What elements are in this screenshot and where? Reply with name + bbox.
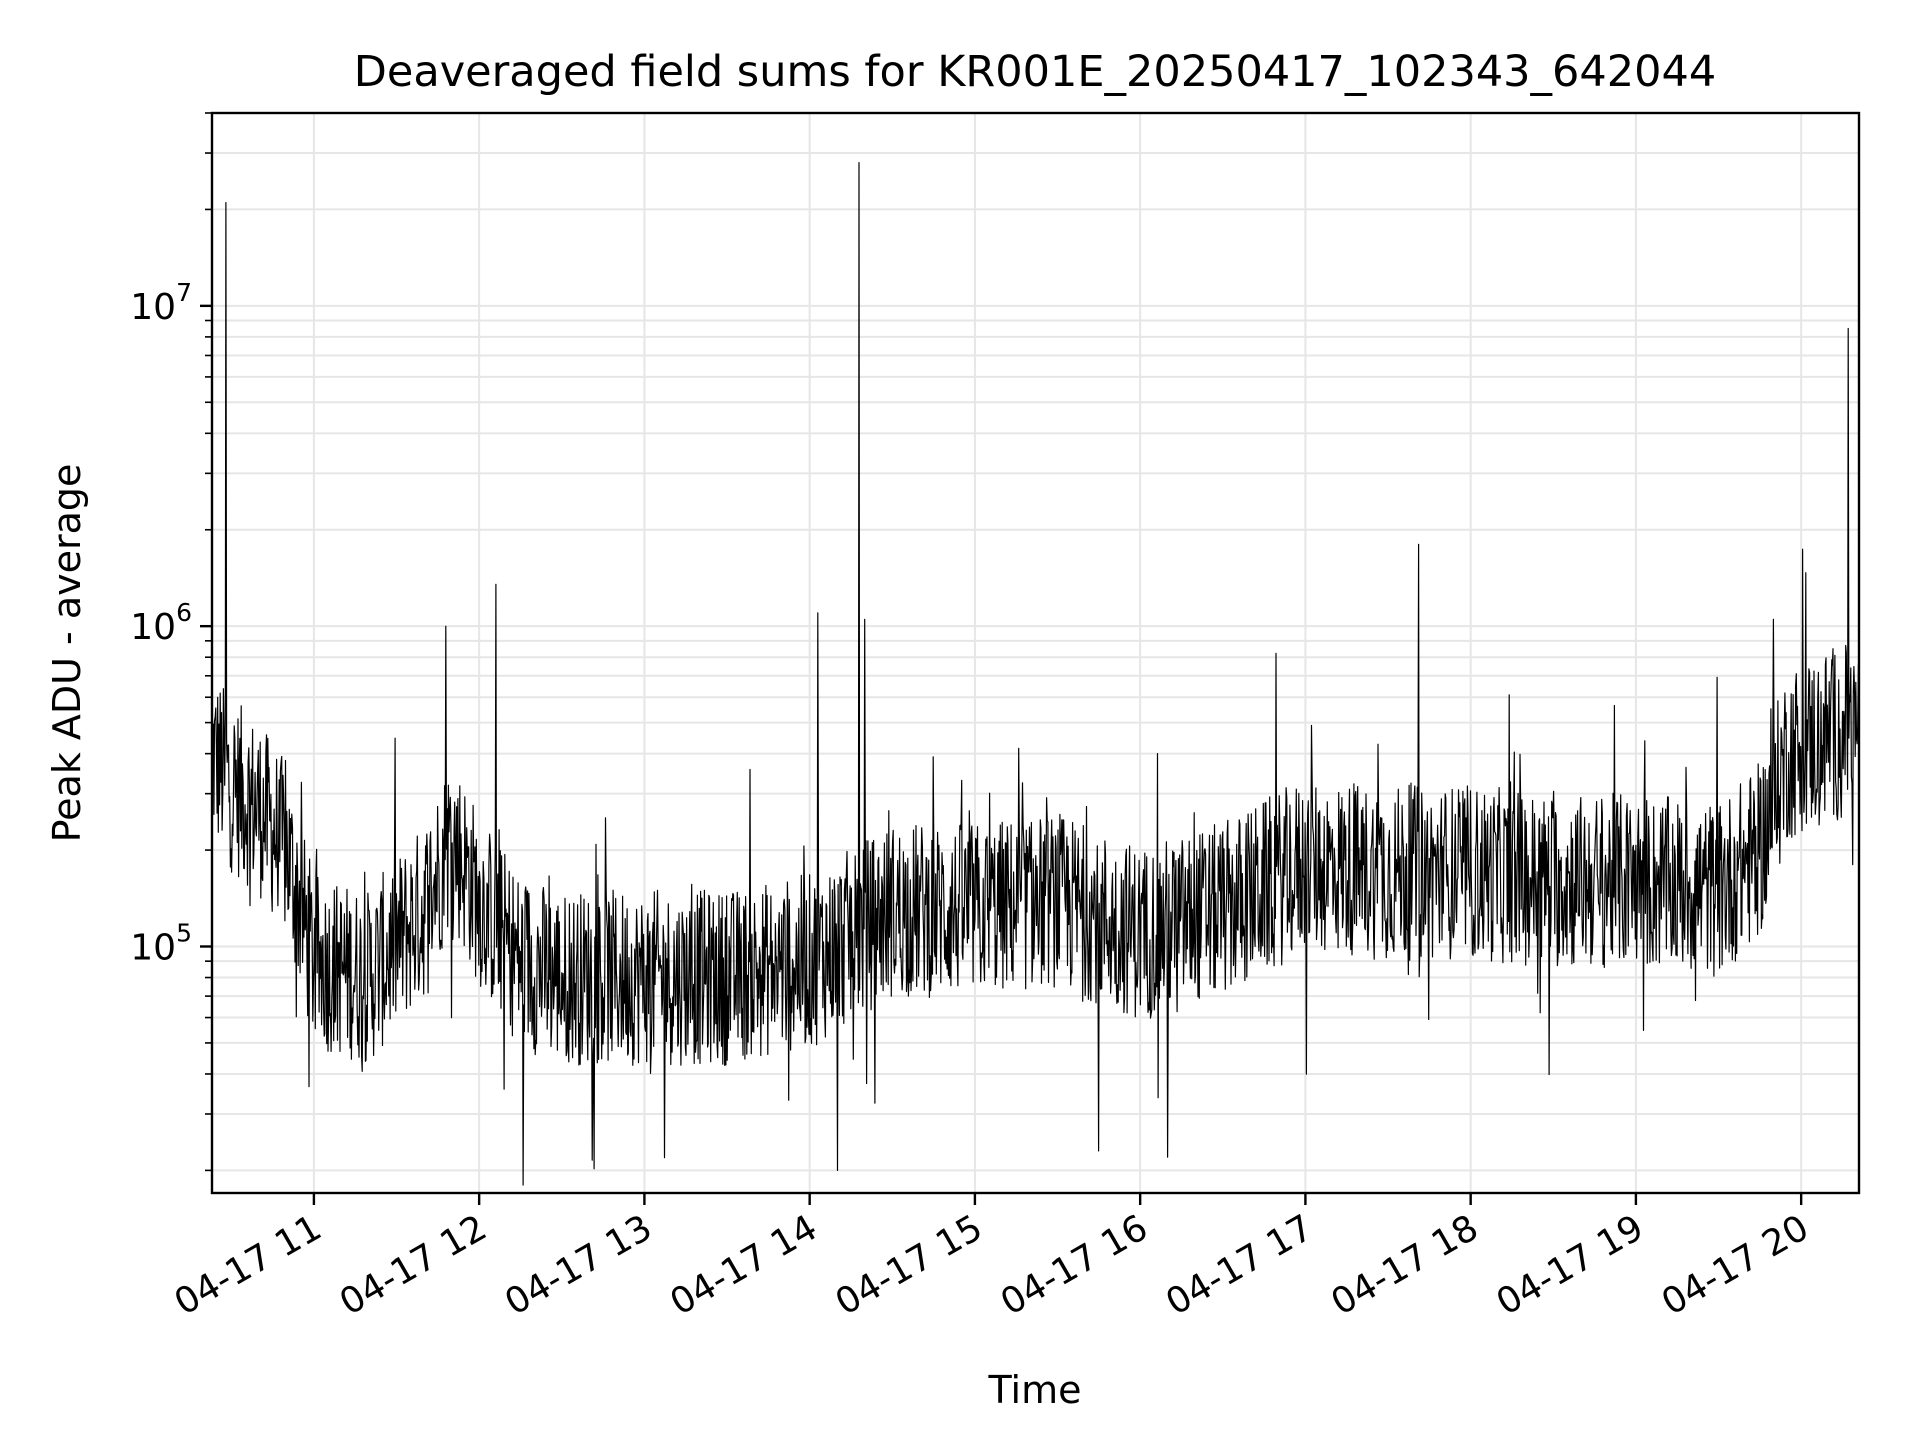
series-line xyxy=(211,162,1860,1186)
chart-title: Deaveraged field sums for KR001E_2025041… xyxy=(354,47,1716,97)
y-tick-label-base: 10 xyxy=(130,927,176,968)
x-axis-label: Time xyxy=(988,1368,1082,1412)
y-tick-label: 107 xyxy=(130,278,192,328)
plot-frame xyxy=(210,111,1861,1195)
series-path xyxy=(211,162,1860,1186)
y-tick-label-base: 10 xyxy=(130,287,176,328)
y-tick-label: 105 xyxy=(130,918,192,968)
y-axis-label: Peak ADU - average xyxy=(45,464,89,843)
y-tick-label-exponent: 7 xyxy=(176,278,192,307)
y-tick-label-exponent: 6 xyxy=(176,598,192,627)
y-tick-label: 106 xyxy=(130,598,192,648)
y-tick-label-exponent: 5 xyxy=(176,918,192,947)
y-tick-label-base: 10 xyxy=(130,607,176,648)
